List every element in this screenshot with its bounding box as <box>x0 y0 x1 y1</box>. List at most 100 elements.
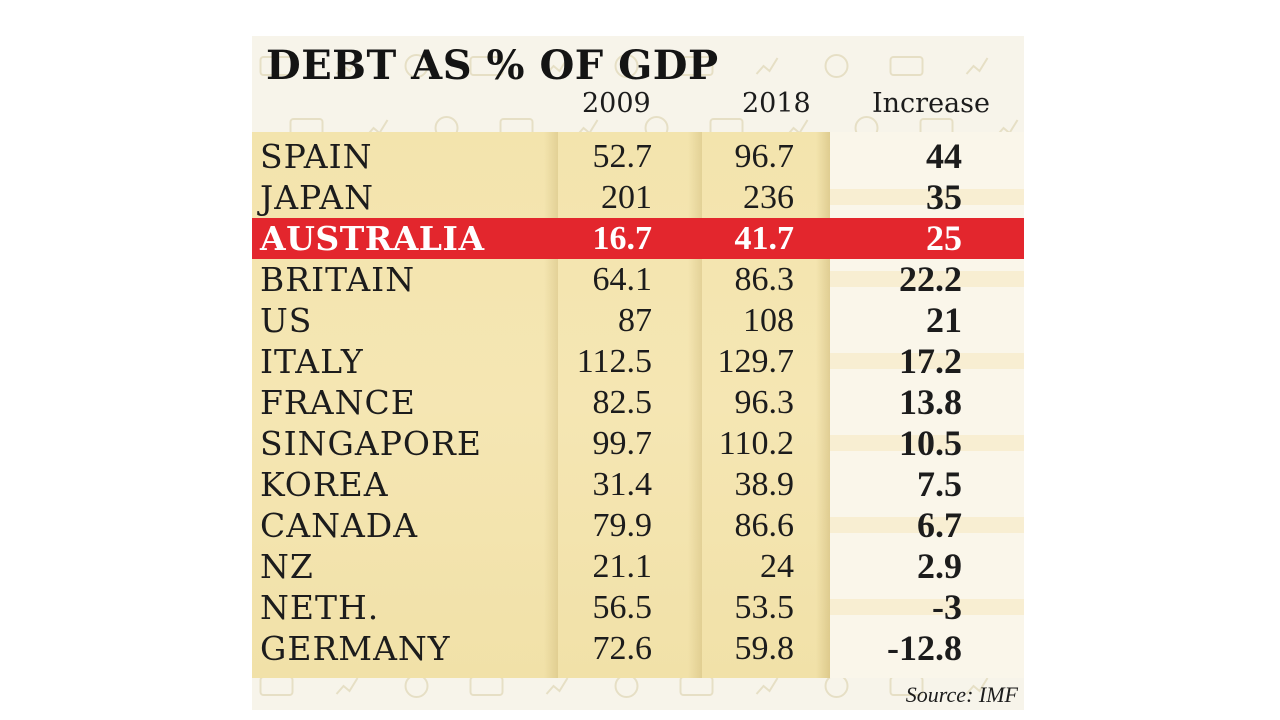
value-2009-cell: 112.5 <box>576 343 652 380</box>
value-2009-cell: 87 <box>618 302 652 339</box>
banknote-icon <box>259 56 294 76</box>
table-row: KOREA 31.4 38.9 7.5 <box>252 464 1024 505</box>
chart-title: DEBT AS % OF GDP <box>266 42 719 89</box>
coin-icon <box>404 674 429 698</box>
table-row: NZ 21.1 24 2.9 <box>252 546 1024 587</box>
increase-cell: 25 <box>926 218 962 258</box>
increase-cell: -12.8 <box>887 628 962 668</box>
increase-cell: 6.7 <box>917 505 962 545</box>
table-row: JAPAN 201 236 35 <box>252 177 1024 218</box>
row-stripe <box>830 271 1024 287</box>
increase-cell: 21 <box>926 300 962 340</box>
source-note: Source: IMF <box>905 682 1018 707</box>
column-divider-left <box>544 132 558 678</box>
table-row: FRANCE 82.5 96.3 13.8 <box>252 382 1024 423</box>
header-2018: 2018 <box>742 88 811 119</box>
increase-cell: 13.8 <box>899 382 962 422</box>
increase-cell: 2.9 <box>917 546 962 586</box>
table-row: CANADA 79.9 86.6 6.7 <box>252 505 1024 546</box>
value-2009-cell: 21.1 <box>592 548 653 585</box>
country-cell: AUSTRALIA <box>260 219 485 258</box>
value-2009-cell: 31.4 <box>592 466 653 503</box>
coin-icon <box>404 54 429 78</box>
coin-icon <box>824 674 849 698</box>
value-2018-cell: 53.5 <box>734 589 795 626</box>
coin-icon <box>614 54 639 78</box>
banknote-icon <box>679 676 714 696</box>
row-stripe <box>830 435 1024 451</box>
trend-icon <box>335 677 359 695</box>
trend-icon <box>335 57 359 75</box>
header-increase: Increase <box>872 88 990 119</box>
row-stripe <box>830 353 1024 369</box>
table-row: SINGAPORE 99.7 110.2 10.5 <box>252 423 1024 464</box>
row-stripe <box>830 599 1024 615</box>
trend-icon <box>965 57 989 75</box>
country-cell: SPAIN <box>260 137 373 176</box>
trend-icon <box>755 57 779 75</box>
value-2018-cell: 38.9 <box>734 466 795 503</box>
country-cell: KOREA <box>260 465 389 504</box>
country-cell: FRANCE <box>260 383 416 422</box>
value-2018-cell: 96.7 <box>734 138 795 175</box>
banknote-icon <box>259 676 294 696</box>
increase-cell: 44 <box>926 136 962 176</box>
increase-cell: 22.2 <box>899 259 962 299</box>
value-2018-cell: 86.3 <box>734 261 795 298</box>
value-2009-cell: 201 <box>601 179 652 216</box>
country-cell: NZ <box>260 547 314 586</box>
debt-table-graphic: DEBT AS % OF GDP 2009 2018 Increase SPAI… <box>252 36 1024 710</box>
country-cell: US <box>260 301 313 340</box>
country-cell: ITALY <box>260 342 364 381</box>
value-2009-cell: 16.7 <box>592 220 653 257</box>
table-row: NETH. 56.5 53.5 -3 <box>252 587 1024 628</box>
column-divider-mid <box>688 132 702 678</box>
value-2009-cell: 99.7 <box>592 425 653 462</box>
banknote-icon <box>889 56 924 76</box>
value-2009-cell: 64.1 <box>592 261 653 298</box>
banknote-icon <box>679 56 714 76</box>
value-2009-cell: 72.6 <box>592 630 653 667</box>
value-2018-cell: 236 <box>743 179 794 216</box>
value-2018-cell: 86.6 <box>734 507 795 544</box>
country-cell: JAPAN <box>260 178 374 217</box>
country-cell: SINGAPORE <box>260 424 482 463</box>
increase-cell: 17.2 <box>899 341 962 381</box>
value-2009-cell: 52.7 <box>592 138 653 175</box>
table-row: US 87 108 21 <box>252 300 1024 341</box>
coin-icon <box>824 54 849 78</box>
banknote-icon <box>469 676 504 696</box>
increase-cell: -3 <box>932 587 962 627</box>
trend-icon <box>545 677 569 695</box>
value-2009-cell: 56.5 <box>592 589 653 626</box>
increase-cell: 10.5 <box>899 423 962 463</box>
value-2018-cell: 108 <box>743 302 794 339</box>
trend-icon <box>545 57 569 75</box>
value-2009-cell: 82.5 <box>592 384 653 421</box>
increase-cell: 35 <box>926 177 962 217</box>
country-cell: CANADA <box>260 506 419 545</box>
value-2018-cell: 96.3 <box>734 384 795 421</box>
trend-icon <box>965 677 989 695</box>
country-cell: BRITAIN <box>260 260 416 299</box>
header-2009: 2009 <box>582 88 651 119</box>
value-2018-cell: 24 <box>760 548 794 585</box>
increase-cell: 7.5 <box>917 464 962 504</box>
country-cell: GERMANY <box>260 629 451 668</box>
value-2018-cell: 59.8 <box>734 630 795 667</box>
value-2018-cell: 41.7 <box>734 220 795 257</box>
coin-icon <box>614 674 639 698</box>
table-row-highlighted: AUSTRALIA 16.7 41.7 25 <box>252 218 1024 259</box>
value-2018-cell: 110.2 <box>718 425 794 462</box>
trend-icon <box>755 677 779 695</box>
banknote-icon <box>469 56 504 76</box>
row-stripe <box>830 517 1024 533</box>
country-cell: NETH. <box>260 588 380 627</box>
value-2018-cell: 129.7 <box>717 343 795 380</box>
table-row: BRITAIN 64.1 86.3 22.2 <box>252 259 1024 300</box>
row-stripe <box>830 189 1024 205</box>
value-2009-cell: 79.9 <box>592 507 653 544</box>
table-row: ITALY 112.5 129.7 17.2 <box>252 341 1024 382</box>
table-row: GERMANY 72.6 59.8 -12.8 <box>252 628 1024 669</box>
table-row: SPAIN 52.7 96.7 44 <box>252 136 1024 177</box>
